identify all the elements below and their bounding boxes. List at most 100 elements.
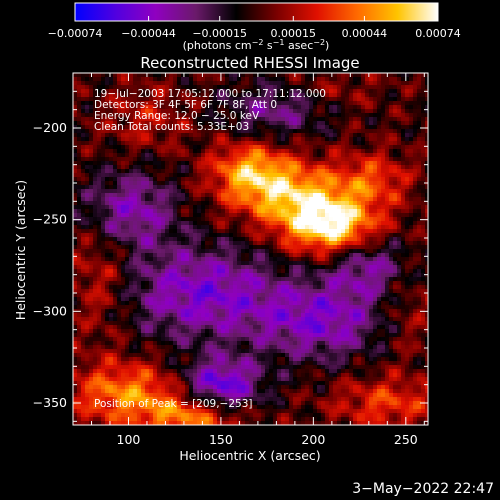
heatmap-cell [181, 217, 186, 222]
heatmap-cell [313, 105, 318, 110]
heatmap-cell [401, 293, 406, 298]
heatmap-cell [205, 185, 210, 190]
heatmap-cell [133, 277, 138, 282]
heatmap-cell [397, 145, 402, 150]
heatmap-cell [157, 209, 162, 214]
heatmap-cell [253, 289, 258, 294]
heatmap-cell [381, 141, 386, 146]
heatmap-cell [273, 225, 278, 230]
heatmap-cell [309, 89, 314, 94]
heatmap-cell [377, 145, 382, 150]
heatmap-cell [149, 185, 154, 190]
heatmap-cell [145, 81, 150, 86]
heatmap-cell [133, 213, 138, 218]
heatmap-cell [73, 225, 78, 230]
heatmap-cell [161, 249, 166, 254]
heatmap-cell [301, 217, 306, 222]
heatmap-cell [197, 281, 202, 286]
heatmap-cell [349, 161, 354, 166]
heatmap-cell [205, 165, 210, 170]
heatmap-cell [73, 193, 78, 198]
heatmap-cell [301, 129, 306, 134]
heatmap-cell [169, 93, 174, 98]
heatmap-cell [177, 73, 182, 78]
heatmap-cell [309, 193, 314, 198]
heatmap-cell [377, 221, 382, 226]
heatmap-cell [385, 137, 390, 142]
heatmap-cell [225, 193, 230, 198]
heatmap-cell [261, 245, 266, 250]
heatmap-cell [309, 137, 314, 142]
heatmap-cell [329, 241, 334, 246]
heatmap-cell [225, 113, 230, 118]
heatmap-cell [269, 257, 274, 262]
heatmap-cell [397, 169, 402, 174]
heatmap-cell [177, 221, 182, 226]
heatmap-cell [245, 205, 250, 210]
heatmap-cell [141, 253, 146, 258]
heatmap-cell [405, 213, 410, 218]
heatmap-cell [269, 213, 274, 218]
heatmap-cell [121, 209, 126, 214]
heatmap-cell [145, 181, 150, 186]
heatmap-cell [205, 173, 210, 178]
heatmap-cell [193, 145, 198, 150]
heatmap-cell [121, 193, 126, 198]
heatmap-cell [397, 93, 402, 98]
heatmap-cell [257, 169, 262, 174]
heatmap-cell [413, 121, 418, 126]
heatmap-cell [369, 237, 374, 242]
heatmap-cell [165, 285, 170, 290]
heatmap-cell [185, 89, 190, 94]
heatmap-cell [109, 277, 114, 282]
heatmap-cell [317, 265, 322, 270]
heatmap-cell [349, 249, 354, 254]
heatmap-cell [105, 149, 110, 154]
heatmap-cell [269, 281, 274, 286]
heatmap-cell [377, 225, 382, 230]
heatmap-cell [333, 213, 338, 218]
heatmap-cell [185, 173, 190, 178]
heatmap-cell [149, 293, 154, 298]
heatmap-cell [85, 185, 90, 190]
heatmap-cell [93, 201, 98, 206]
heatmap-cell [421, 169, 426, 174]
heatmap-cell [373, 177, 378, 182]
heatmap-cell [345, 157, 350, 162]
heatmap-cell [381, 273, 386, 278]
heatmap-cell [397, 129, 402, 134]
heatmap-cell [201, 213, 206, 218]
heatmap-cell [341, 181, 346, 186]
heatmap-cell [249, 213, 254, 218]
heatmap-cell [101, 89, 106, 94]
heatmap-cell [237, 161, 242, 166]
heatmap-cell [397, 177, 402, 182]
heatmap-cell [137, 265, 142, 270]
heatmap-cell [373, 293, 378, 298]
heatmap-cell [89, 265, 94, 270]
heatmap-cell [153, 237, 158, 242]
heatmap-cell [97, 145, 102, 150]
heatmap-cell [89, 121, 94, 126]
heatmap-cell [109, 137, 114, 142]
heatmap-cell [185, 201, 190, 206]
heatmap-cell [373, 185, 378, 190]
heatmap-cell [425, 133, 428, 138]
heatmap-cell [141, 101, 146, 106]
heatmap-cell [217, 293, 222, 298]
heatmap-cell [313, 157, 318, 162]
heatmap-cell [301, 89, 306, 94]
heatmap-cell [77, 97, 82, 102]
heatmap-cell [309, 229, 314, 234]
heatmap-cell [305, 129, 310, 134]
heatmap-cell [405, 181, 410, 186]
heatmap-cell [153, 241, 158, 246]
heatmap-cell [265, 137, 270, 142]
heatmap-cell [281, 265, 286, 270]
heatmap-cell [401, 145, 406, 150]
heatmap-cell [397, 269, 402, 274]
heatmap-cell [241, 265, 246, 270]
heatmap-cell [265, 269, 270, 274]
heatmap-cell [129, 285, 134, 290]
heatmap-cell [77, 213, 82, 218]
